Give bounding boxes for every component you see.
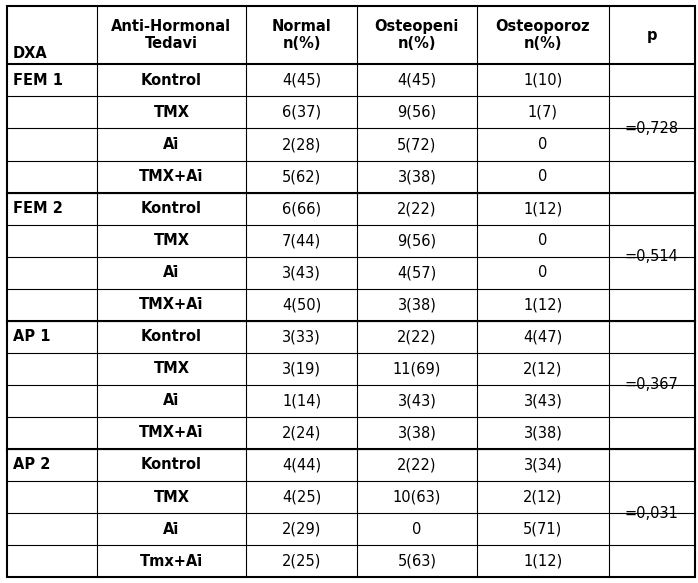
Text: 3(19): 3(19) <box>282 361 321 377</box>
Text: 3(38): 3(38) <box>524 426 563 440</box>
Text: TMX: TMX <box>154 233 189 248</box>
Text: 3(38): 3(38) <box>397 297 436 312</box>
Text: 1(12): 1(12) <box>524 554 563 568</box>
Text: 2(12): 2(12) <box>524 361 563 377</box>
Text: TMX: TMX <box>154 105 189 120</box>
Text: 1(14): 1(14) <box>282 394 321 409</box>
Text: Ai̇: Ai̇ <box>163 137 179 152</box>
Text: =0,514: =0,514 <box>625 249 678 264</box>
Text: 3(43): 3(43) <box>397 394 436 409</box>
Text: 3(33): 3(33) <box>282 329 321 345</box>
Text: 2(25): 2(25) <box>282 554 321 568</box>
Text: Kontrol: Kontrol <box>141 201 202 216</box>
Text: 4(45): 4(45) <box>397 73 436 88</box>
Text: =0,031: =0,031 <box>625 505 678 521</box>
Text: 0: 0 <box>538 169 548 184</box>
Text: 0: 0 <box>538 137 548 152</box>
Text: AP 2: AP 2 <box>13 458 50 472</box>
Text: 6(37): 6(37) <box>282 105 321 120</box>
Text: 4(45): 4(45) <box>282 73 321 88</box>
Text: Ai̇: Ai̇ <box>163 394 179 409</box>
Text: TMX+Ai̇: TMX+Ai̇ <box>139 297 204 312</box>
Text: 2(24): 2(24) <box>282 426 321 440</box>
Text: 9(56): 9(56) <box>397 233 436 248</box>
Text: 5(72): 5(72) <box>397 137 437 152</box>
Text: 4(57): 4(57) <box>397 265 436 280</box>
Text: 7(44): 7(44) <box>282 233 321 248</box>
Text: 2(29): 2(29) <box>282 522 321 536</box>
Text: =0,367: =0,367 <box>625 377 678 392</box>
Text: 4(25): 4(25) <box>282 490 321 504</box>
Text: 2(28): 2(28) <box>282 137 321 152</box>
Text: 5(63): 5(63) <box>397 554 436 568</box>
Text: 0: 0 <box>538 233 548 248</box>
Text: 2(12): 2(12) <box>524 490 563 504</box>
Text: TMX: TMX <box>154 361 189 377</box>
Text: 3(43): 3(43) <box>524 394 563 409</box>
Text: 11(69): 11(69) <box>393 361 441 377</box>
Text: 2(22): 2(22) <box>397 201 437 216</box>
Text: 3(38): 3(38) <box>397 169 436 184</box>
Text: 3(34): 3(34) <box>524 458 563 472</box>
Text: Kontrol: Kontrol <box>141 329 202 345</box>
Text: Kontrol: Kontrol <box>141 458 202 472</box>
Text: 10(63): 10(63) <box>393 490 441 504</box>
Text: =0,728: =0,728 <box>625 121 679 136</box>
Text: p: p <box>646 27 657 43</box>
Text: FEM 1: FEM 1 <box>13 73 63 88</box>
Text: Osteopeni
n(%): Osteopeni n(%) <box>375 19 459 51</box>
Text: 5(62): 5(62) <box>282 169 321 184</box>
Text: 1(12): 1(12) <box>524 201 563 216</box>
Text: 2(22): 2(22) <box>397 458 437 472</box>
Text: TMX+Ai̇: TMX+Ai̇ <box>139 426 204 440</box>
Text: Ai̇: Ai̇ <box>163 265 179 280</box>
Text: 3(43): 3(43) <box>282 265 321 280</box>
Text: Kontrol: Kontrol <box>141 73 202 88</box>
Text: 3(38): 3(38) <box>397 426 436 440</box>
Text: 5(71): 5(71) <box>524 522 563 536</box>
Text: AP 1: AP 1 <box>13 329 50 345</box>
Text: DXA: DXA <box>13 47 47 61</box>
Text: 6(66): 6(66) <box>282 201 321 216</box>
Text: TMX+Ai̇: TMX+Ai̇ <box>139 169 204 184</box>
Text: Ai̇: Ai̇ <box>163 522 179 536</box>
Text: 1(12): 1(12) <box>524 297 563 312</box>
Text: Normal
n(%): Normal n(%) <box>272 19 332 51</box>
Text: Anti-Hormonal
Tedavi: Anti-Hormonal Tedavi <box>111 19 232 51</box>
Text: 0: 0 <box>538 265 548 280</box>
Text: 4(44): 4(44) <box>282 458 321 472</box>
Text: 1(7): 1(7) <box>528 105 558 120</box>
Text: 2(22): 2(22) <box>397 329 437 345</box>
Text: Tmx+Ai̇: Tmx+Ai̇ <box>140 554 203 568</box>
Text: 4(47): 4(47) <box>524 329 563 345</box>
Text: Osteoporoz
n(%): Osteoporoz n(%) <box>496 19 591 51</box>
Text: 9(56): 9(56) <box>397 105 436 120</box>
Text: FEM 2: FEM 2 <box>13 201 62 216</box>
Text: 1(10): 1(10) <box>524 73 563 88</box>
Text: 0: 0 <box>413 522 422 536</box>
Text: 4(50): 4(50) <box>282 297 321 312</box>
Text: TMX: TMX <box>154 490 189 504</box>
